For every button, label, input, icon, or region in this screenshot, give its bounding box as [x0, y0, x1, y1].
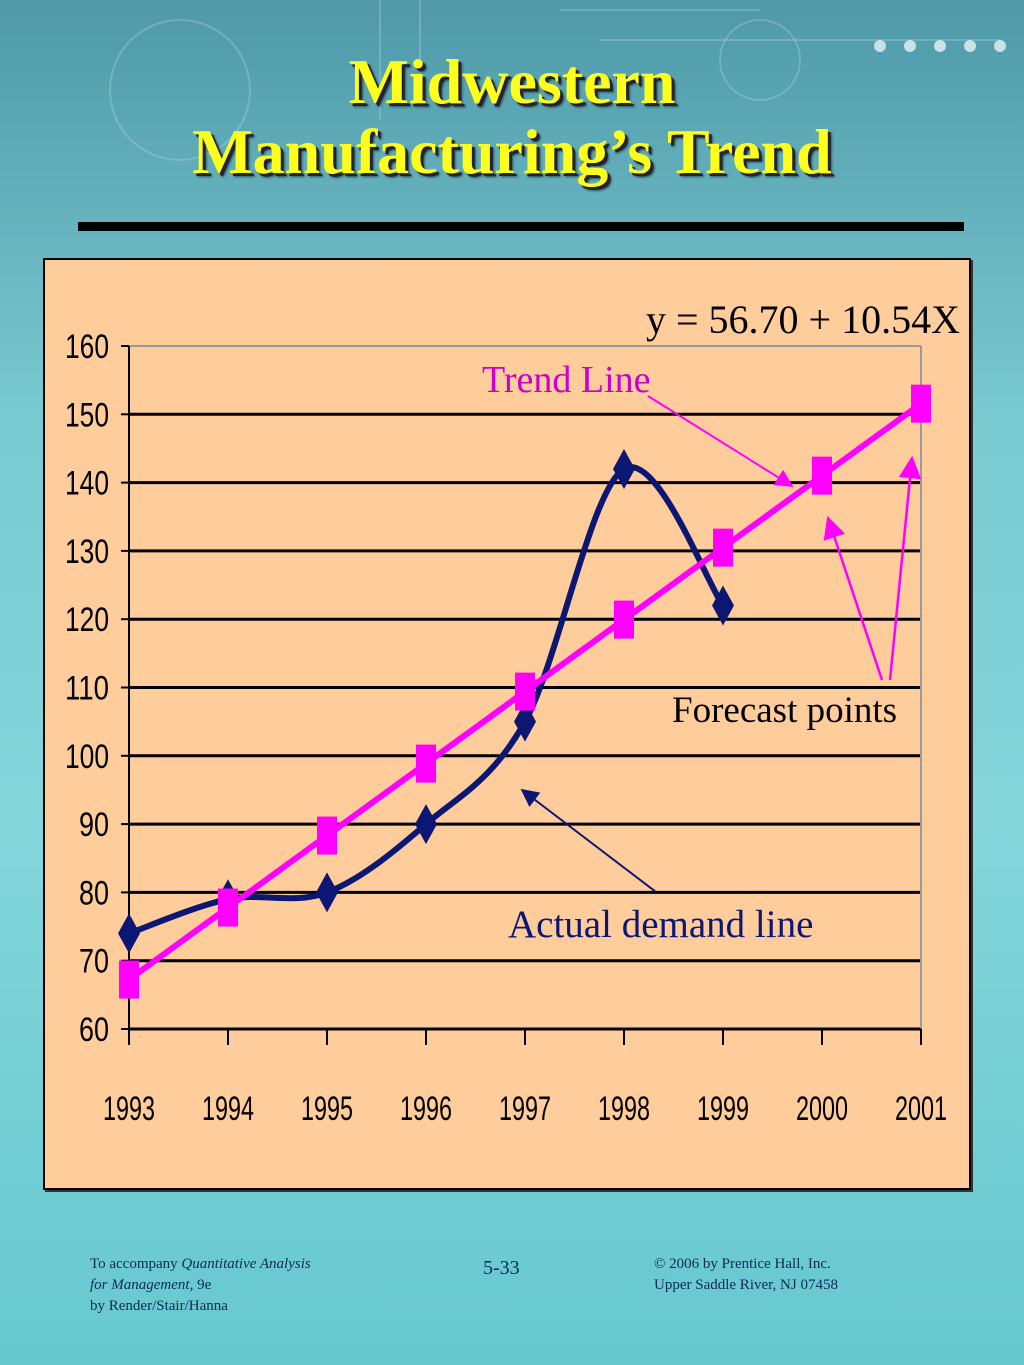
y-tick-label-100: 100 [65, 738, 109, 776]
trend-point-2000 [812, 456, 832, 495]
trend-point-1993 [119, 960, 139, 999]
actual-demand-arrow [520, 788, 657, 893]
x-tick-label-1999: 1999 [697, 1090, 749, 1128]
trend-line-arrow [647, 395, 794, 487]
trend-point-1994 [218, 888, 238, 927]
x-tick-label-1993: 1993 [103, 1090, 155, 1128]
x-tick-label-1996: 1996 [400, 1090, 452, 1128]
footer-book-title-2: for Management, [90, 1277, 194, 1293]
trend-point-1999 [713, 528, 733, 567]
publisher-address: Upper Saddle River, NJ 07458 [654, 1277, 838, 1293]
y-tick-label-80: 80 [79, 874, 109, 912]
y-tick-label-160: 160 [65, 328, 109, 366]
y-tick-label-90: 90 [79, 806, 109, 844]
footer-edition: 9e [193, 1277, 212, 1293]
y-tick-label-110: 110 [65, 670, 109, 708]
footer-authors: by Render/Stair/Hanna [90, 1298, 228, 1314]
copyright-line: © 2006 by Prentice Hall, Inc. [654, 1256, 831, 1272]
slide-title-line2: Manufacturing’s Trend [192, 116, 832, 187]
actual-point-1996 [415, 804, 437, 845]
footer-prefix: To accompany [90, 1256, 182, 1272]
actual-point-1999 [712, 585, 734, 626]
slide-title-line1: Midwestern [348, 46, 676, 117]
trend-point-1997 [515, 672, 535, 711]
x-tick-label-1998: 1998 [598, 1090, 650, 1128]
actual-point-1997 [514, 701, 536, 742]
footer-copyright: © 2006 by Prentice Hall, Inc. Upper Sadd… [654, 1254, 954, 1296]
equation-label: y = 56.70 + 10.54X [646, 297, 960, 342]
actual-point-1993 [118, 913, 140, 954]
x-tick-label-1994: 1994 [202, 1090, 254, 1128]
trend-point-1996 [416, 744, 436, 783]
trend-line-label: Trend Line [482, 359, 651, 401]
background-decoration [109, 0, 1006, 161]
trend-point-1995 [317, 816, 337, 855]
footer-book-title: Quantitative Analysis [181, 1256, 311, 1272]
x-tick-label-2001: 2001 [895, 1090, 947, 1128]
y-tick-label-140: 140 [65, 465, 109, 503]
actual-point-1995 [316, 872, 338, 913]
y-tick-label-150: 150 [65, 396, 109, 434]
forecast-arrow-2000 [823, 515, 884, 681]
trend-point-1998 [614, 600, 634, 639]
trend-point-2001 [911, 384, 931, 423]
actual-demand-line [128, 464, 726, 937]
y-tick-label-120: 120 [65, 601, 109, 639]
forecast-points-label: Forecast points [672, 690, 897, 731]
y-tick-label-60: 60 [79, 1011, 109, 1049]
x-tick-label-1995: 1995 [301, 1090, 353, 1128]
y-tick-label-70: 70 [79, 943, 109, 981]
x-tick-label-1997: 1997 [499, 1090, 551, 1128]
actual-demand-label: Actual demand line [508, 903, 813, 946]
footer-citation: To accompany Quantitative Analysis for M… [90, 1254, 390, 1317]
forecast-arrow-2001 [888, 455, 922, 681]
title-divider [78, 222, 964, 231]
actual-point-1998 [613, 448, 635, 489]
x-tick-label-2000: 2000 [796, 1090, 848, 1128]
y-tick-label-130: 130 [65, 533, 109, 571]
page-number: 5-33 [483, 1257, 520, 1279]
